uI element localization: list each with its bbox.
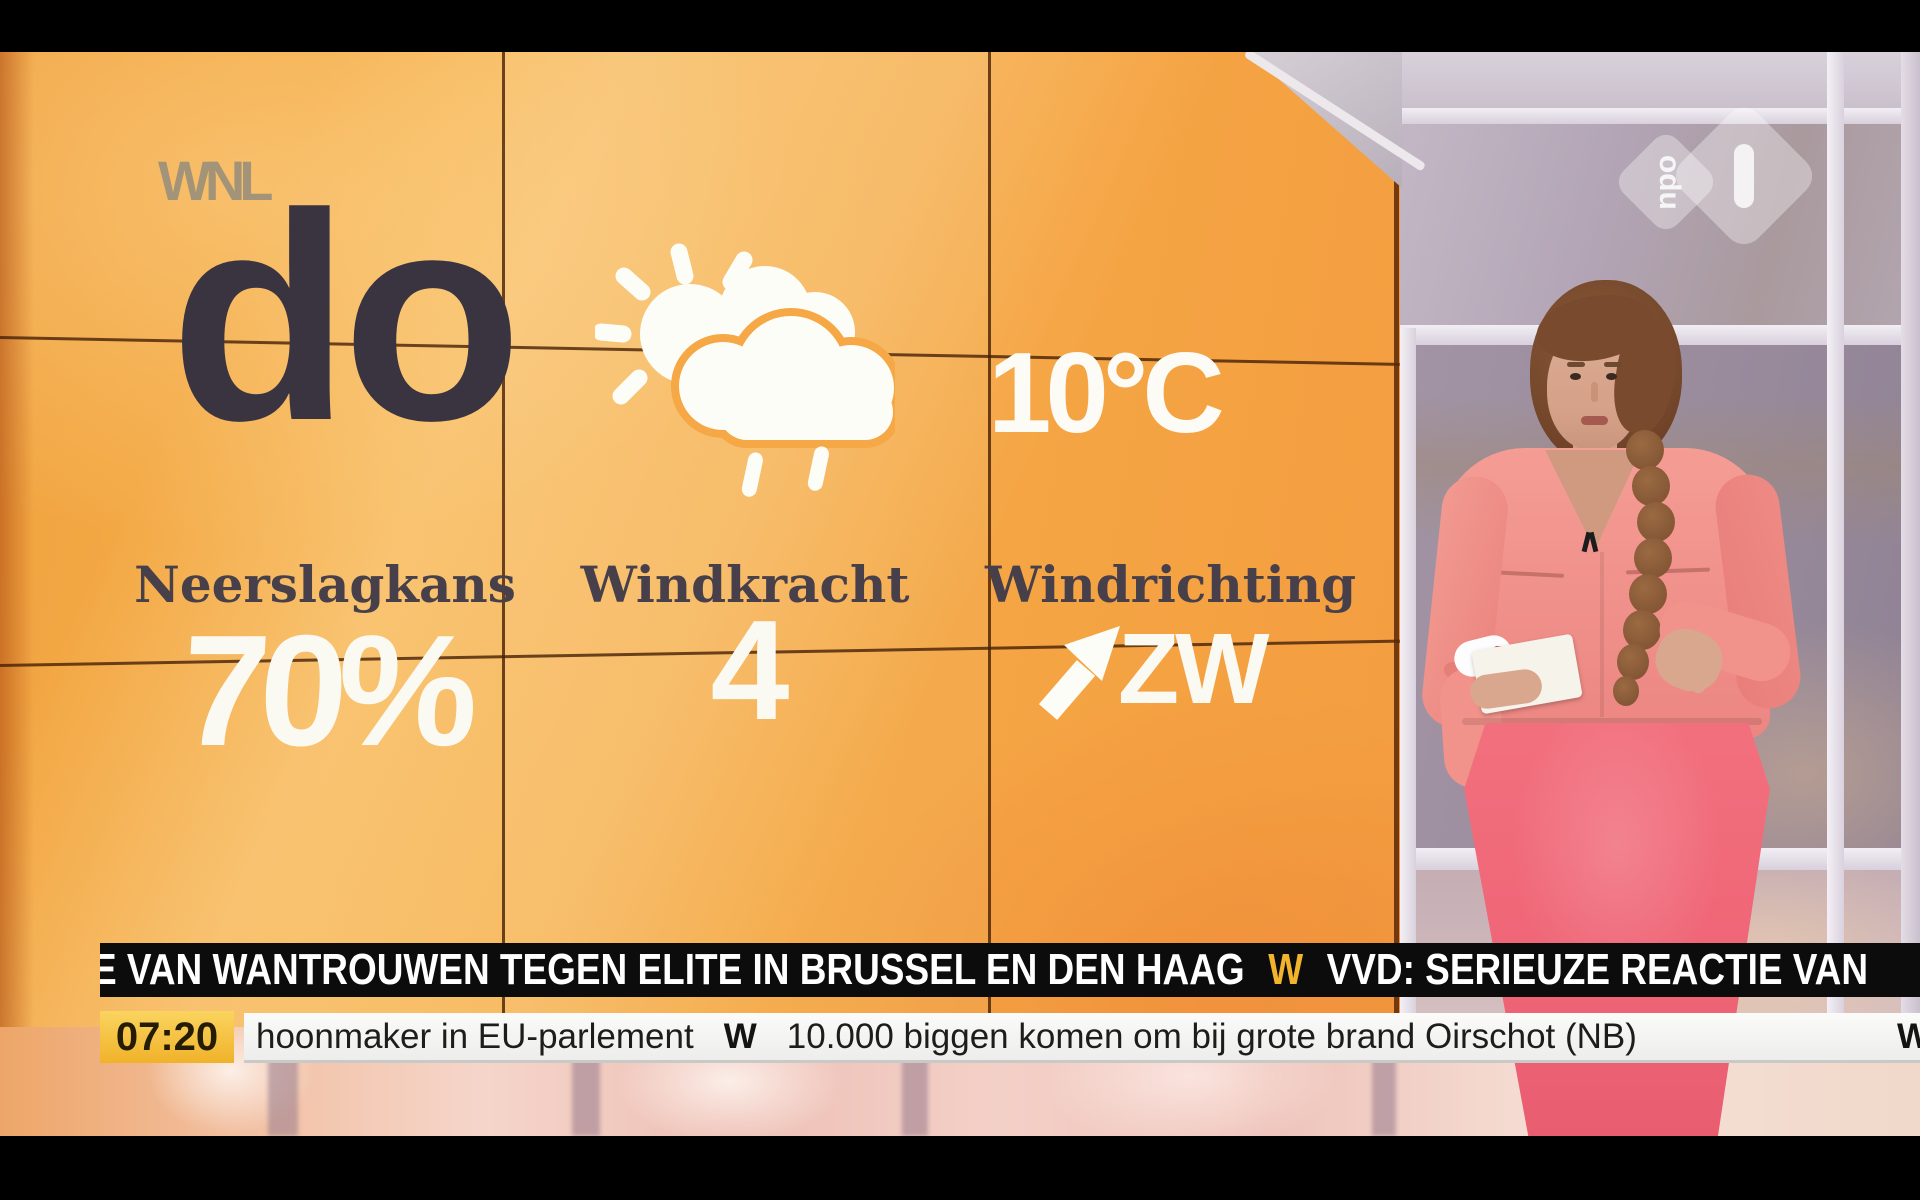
window-mullion [1827,52,1844,1136]
news-ticker-line2: hoonmaker in EU-parlement W 10.000 bigge… [244,1013,1920,1063]
npo1-channel-logo: npo [1612,99,1821,253]
presenter-eyebrow [1604,362,1622,367]
presenter-braid [1613,676,1639,706]
presenter-braid [1637,502,1675,542]
npo-channel-1-glyph [1734,144,1754,208]
wnl-separator-icon: W [1897,1017,1920,1057]
winddirection-value: ZW [1118,613,1269,725]
winddirection-label: Windrichting [985,555,1357,614]
wall-seam-vertical [988,52,991,1027]
presenter-nose [1591,382,1598,402]
presenter-skirt [1464,723,1770,1136]
window-mullion [1400,328,1416,1136]
precipitation-value: 70% [177,603,473,779]
window-mullion [1400,108,1920,124]
presenter-braid [1623,610,1661,650]
temperature-value: 10°C [988,330,1225,457]
wall-panel-tint [991,52,1394,1027]
presenter-eye [1606,373,1617,380]
blouse-hem [1462,718,1762,725]
presenter-eye [1570,373,1581,380]
windforce-label: Windkracht [580,555,910,614]
wall-right-edge [1394,52,1399,1027]
ticker2-headline: hoonmaker in EU-parlement [256,1016,694,1056]
windforce-value: 4 [710,591,790,750]
presenter-braid [1634,538,1672,578]
wind-direction-ne-arrow-icon [1038,626,1120,720]
wnl-separator-icon: W [723,1016,757,1056]
ticker1-headline: VVD: SERIEUZE REACTIE VAN [1326,945,1869,994]
wall-left-shade [0,52,34,1027]
presenter-braid [1626,430,1664,470]
wall-panel-tint [505,52,988,1027]
presenter-braid [1632,466,1670,506]
sun-rain-cloud-icon [595,243,895,497]
wnl-separator-icon: W [1268,945,1304,994]
blouse-placket [1600,552,1604,717]
precipitation-label: Neerslagkans [134,555,516,614]
weather-day-label: do [170,152,522,482]
wnl-logo: WNL [158,149,273,212]
ticker1-headline: E VAN WANTROUWEN TEGEN ELITE IN BRUSSEL … [100,945,1245,994]
presenter-braid [1617,644,1649,680]
npo-channel-1-diamond [1667,99,1821,253]
weather-presenter [1419,280,1815,1136]
news-ticker-line1: E VAN WANTROUWEN TEGEN ELITE IN BRUSSEL … [100,943,1920,997]
weather-video-wall: WNL do [0,52,1400,1027]
clock-time: 07:20 [100,1011,234,1063]
wall-seam-vertical [502,52,505,1027]
presenter-mouth [1581,416,1608,425]
ticker2-headline: 10.000 biggen komen om bij grote brand O… [786,1016,1637,1056]
presenter-eyebrow [1567,362,1585,367]
presenter-braid [1629,574,1667,614]
window-mullion [1901,52,1920,1136]
